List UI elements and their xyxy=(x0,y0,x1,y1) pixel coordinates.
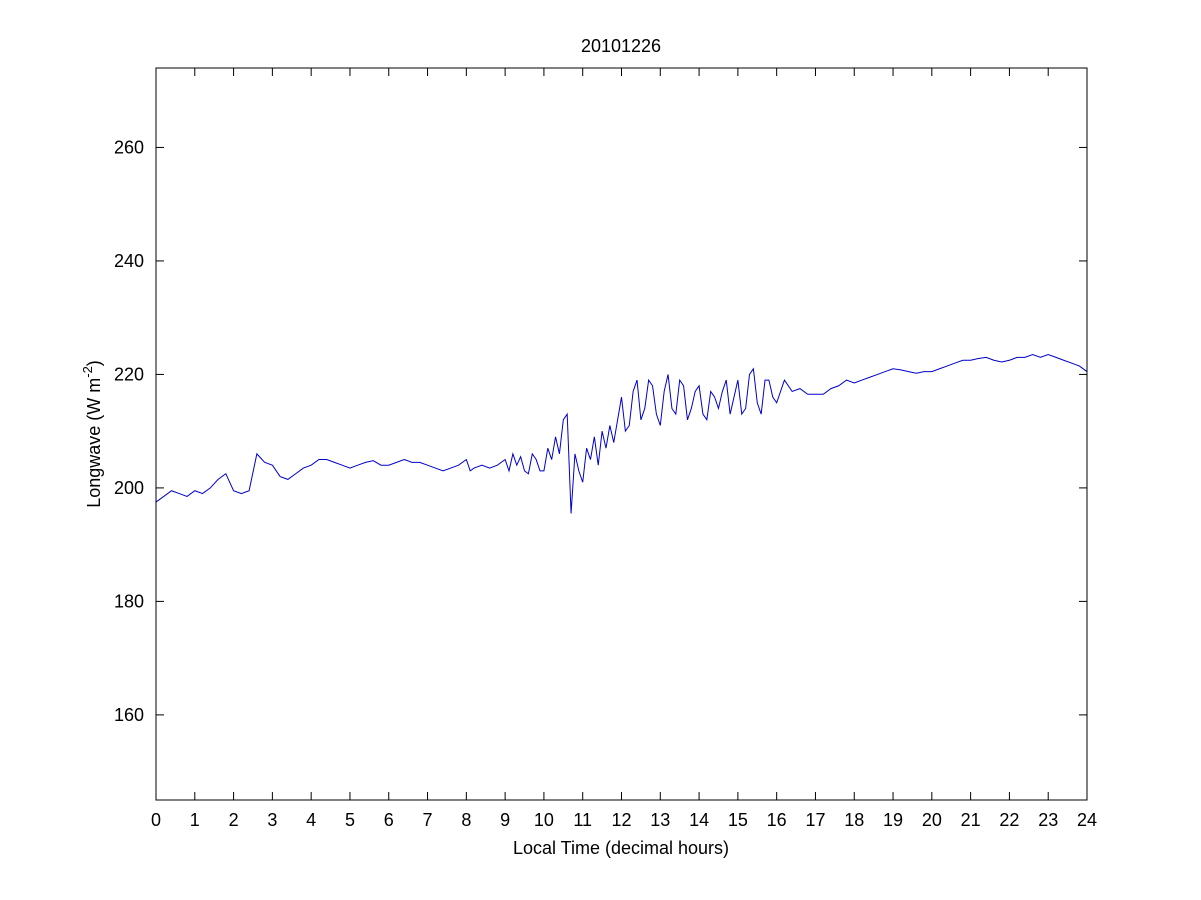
x-tick-label: 2 xyxy=(229,810,239,830)
y-tick-label: 200 xyxy=(114,478,144,498)
x-tick-label: 18 xyxy=(844,810,864,830)
x-tick-label: 9 xyxy=(500,810,510,830)
y-tick-label: 220 xyxy=(114,364,144,384)
x-tick-label: 6 xyxy=(384,810,394,830)
data-line xyxy=(155,354,1088,514)
x-tick-label: 3 xyxy=(267,810,277,830)
x-tick-label: 10 xyxy=(534,810,554,830)
x-tick-label: 8 xyxy=(461,810,471,830)
y-tick-label: 260 xyxy=(114,137,144,157)
y-label-end: ) xyxy=(84,360,104,366)
x-tick-label: 15 xyxy=(728,810,748,830)
x-tick-label: 17 xyxy=(805,810,825,830)
x-tick-label: 19 xyxy=(883,810,903,830)
y-axis-label: Longwave (W m-2) xyxy=(80,360,104,508)
x-tick-label: 24 xyxy=(1077,810,1097,830)
x-tick-label: 16 xyxy=(767,810,787,830)
chart-title: 20101226 xyxy=(581,36,661,56)
x-tick-label: 0 xyxy=(151,810,161,830)
x-tick-label: 12 xyxy=(611,810,631,830)
y-tick-label: 180 xyxy=(114,591,144,611)
x-axis-label: Local Time (decimal hours) xyxy=(513,838,729,858)
x-tick-label: 22 xyxy=(999,810,1019,830)
y-tick-label: 160 xyxy=(114,705,144,725)
x-tick-label: 4 xyxy=(306,810,316,830)
x-tick-label: 7 xyxy=(423,810,433,830)
x-tick-label: 11 xyxy=(573,810,592,830)
x-tick-label: 1 xyxy=(190,810,200,830)
x-tick-label: 21 xyxy=(961,810,981,830)
y-label-sup: -2 xyxy=(80,366,95,378)
y-label-main: Longwave (W m xyxy=(84,378,104,508)
x-tick-label: 14 xyxy=(689,810,709,830)
x-tick-label: 13 xyxy=(650,810,670,830)
plot-frame xyxy=(155,67,1088,801)
y-tick-label: 240 xyxy=(114,251,144,271)
x-tick-label: 23 xyxy=(1038,810,1058,830)
x-tick-label: 20 xyxy=(922,810,942,830)
x-tick-label: 5 xyxy=(345,810,355,830)
